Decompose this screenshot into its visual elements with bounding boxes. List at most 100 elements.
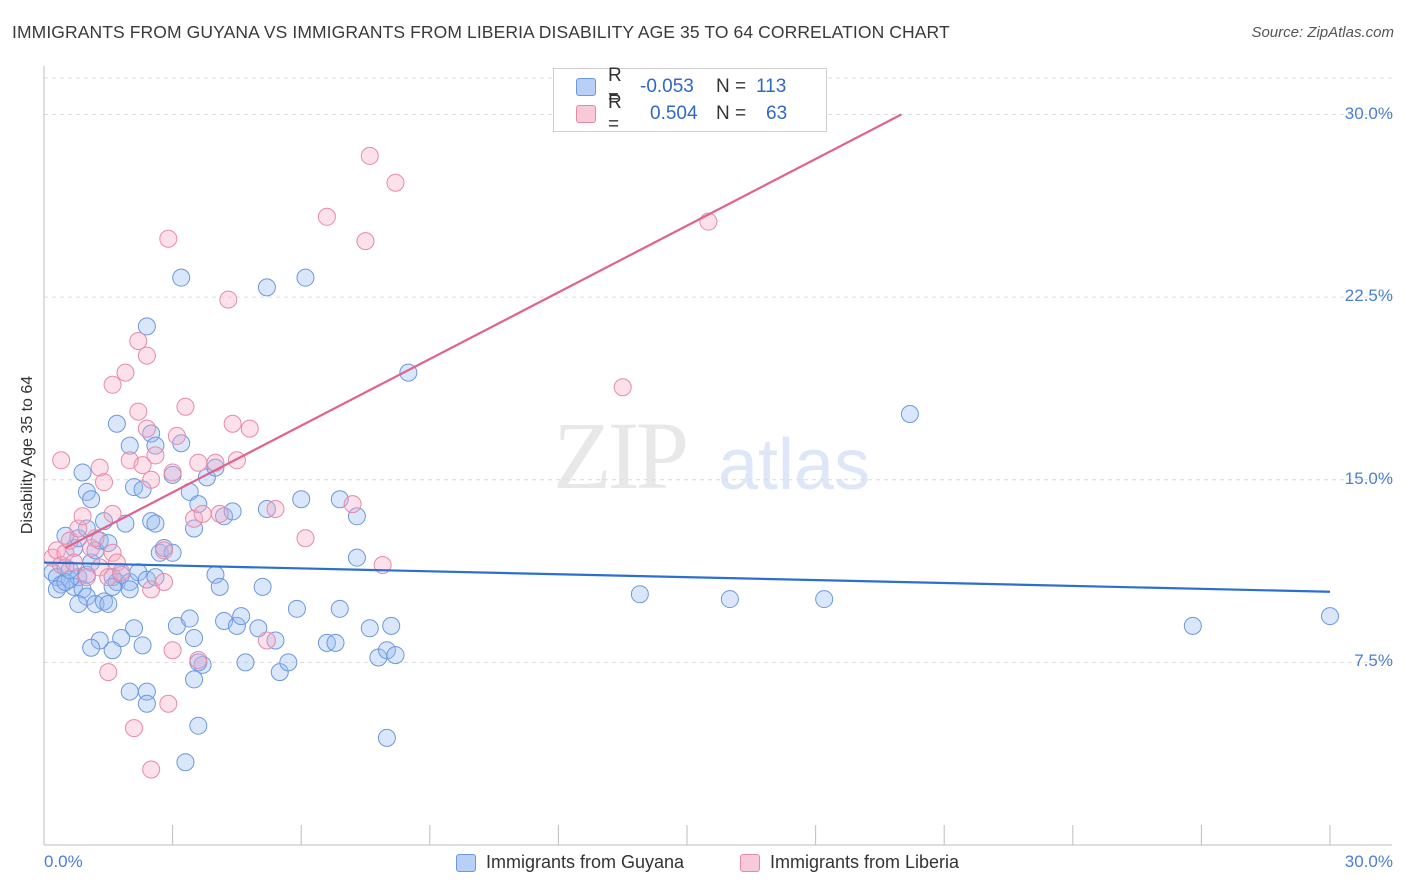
trend-lines [43, 113, 1331, 593]
liberia-point [223, 414, 242, 433]
liberia-point [146, 446, 165, 465]
liberia-point [386, 173, 405, 192]
liberia-point [613, 378, 632, 397]
liberia-point [155, 541, 174, 560]
guyana-point [69, 594, 88, 613]
guyana-point [330, 599, 349, 618]
liberia-point [103, 543, 122, 562]
guyana-point [292, 490, 311, 509]
axes [43, 66, 1392, 846]
liberia-point [167, 426, 186, 445]
liberia-point [142, 760, 161, 779]
liberia-n-value: 63 [766, 103, 788, 124]
guyana-point [287, 599, 306, 618]
guyana-point [133, 636, 152, 655]
guyana-point [137, 694, 156, 713]
n-label: N = [716, 103, 747, 124]
guyana-point [236, 653, 255, 672]
guyana-point [900, 405, 919, 424]
guyana-point [99, 594, 118, 613]
liberia-point [356, 232, 375, 251]
series-legend-guyana: Immigrants from Guyana [456, 852, 684, 873]
x-tick-label-max: 30.0% [1344, 852, 1393, 871]
guyana-point [227, 616, 246, 635]
liberia-point [317, 207, 336, 226]
guyana-point [120, 580, 139, 599]
y-tick-label: 22.5% [1344, 286, 1393, 306]
guyana-point [146, 514, 165, 533]
guyana-point [185, 670, 204, 689]
x-tick-label-min: 0.0% [44, 852, 83, 871]
liberia-point [210, 504, 229, 523]
liberia-point [189, 650, 208, 669]
liberia-point [82, 538, 101, 557]
liberia-point [112, 563, 131, 582]
guyana-point [56, 573, 75, 592]
guyana-point [185, 629, 204, 648]
guyana-point [377, 728, 396, 747]
guyana-point [107, 414, 126, 433]
guyana-point [146, 436, 165, 455]
liberia-point [343, 495, 362, 514]
guyana-point [125, 619, 144, 638]
guyana-point [630, 585, 649, 604]
guyana-point [347, 548, 366, 567]
correlation-legend: R = -0.053 N = 113 R = 0.504 N = 63 [553, 65, 827, 135]
guyana-point [189, 716, 208, 735]
watermark-zip: ZIP [553, 402, 689, 509]
chart-title: IMMIGRANTS FROM GUYANA VS IMMIGRANTS FRO… [12, 22, 950, 42]
liberia-point [90, 458, 109, 477]
guyana-n-value: 113 [756, 76, 787, 97]
guyana-point [73, 463, 92, 482]
r-label: R = [608, 92, 622, 135]
liberia-point [185, 509, 204, 528]
guyana-point [172, 268, 191, 287]
guyana-point [185, 519, 204, 538]
guyana-point [120, 682, 139, 701]
guyana-point [1321, 607, 1339, 626]
liberia-point [99, 663, 118, 682]
n-label: N = [716, 76, 747, 97]
liberia-swatch [576, 105, 596, 123]
liberia-point [116, 363, 135, 382]
guyana-point [377, 641, 396, 660]
liberia-point [176, 397, 195, 416]
liberia-point [206, 453, 225, 472]
y-axis-label: Disability Age 35 to 64 [19, 375, 36, 535]
liberia-point [219, 290, 238, 309]
r-label: R = [608, 65, 622, 108]
gridlines [44, 77, 1392, 663]
guyana-point [386, 646, 405, 665]
y-tick-label: 7.5% [1354, 651, 1393, 671]
guyana-points [43, 268, 1339, 772]
guyana-point [180, 609, 199, 628]
guyana-point [103, 641, 122, 660]
liberia-point [137, 419, 156, 438]
liberia-r-value: 0.504 [650, 103, 698, 124]
liberia-point [227, 451, 246, 470]
guyana-point [176, 753, 195, 772]
series-legend-liberia: Immigrants from Liberia [740, 852, 959, 873]
guyana-point [296, 268, 315, 287]
guyana-point [815, 590, 834, 609]
guyana-point [253, 577, 272, 596]
guyana-point [347, 507, 366, 526]
guyana-swatch [576, 78, 596, 96]
guyana-legend-swatch [456, 853, 476, 872]
y-tick-label: 15.0% [1344, 468, 1393, 488]
guyana-point [82, 490, 101, 509]
liberia-point [125, 719, 144, 738]
liberia-point [189, 453, 208, 472]
liberia-point [77, 568, 96, 587]
y-tick-label: 30.0% [1344, 103, 1393, 123]
guyana-point [1183, 616, 1202, 635]
guyana-point [210, 577, 229, 596]
liberia-point [193, 504, 212, 523]
guyana-legend-label: Immigrants from Guyana [486, 852, 685, 872]
liberia-point [257, 631, 276, 650]
guyana-r-value: -0.053 [640, 76, 694, 97]
liberia-point [133, 456, 152, 475]
liberia-point [240, 419, 259, 438]
guyana-point [137, 317, 156, 336]
